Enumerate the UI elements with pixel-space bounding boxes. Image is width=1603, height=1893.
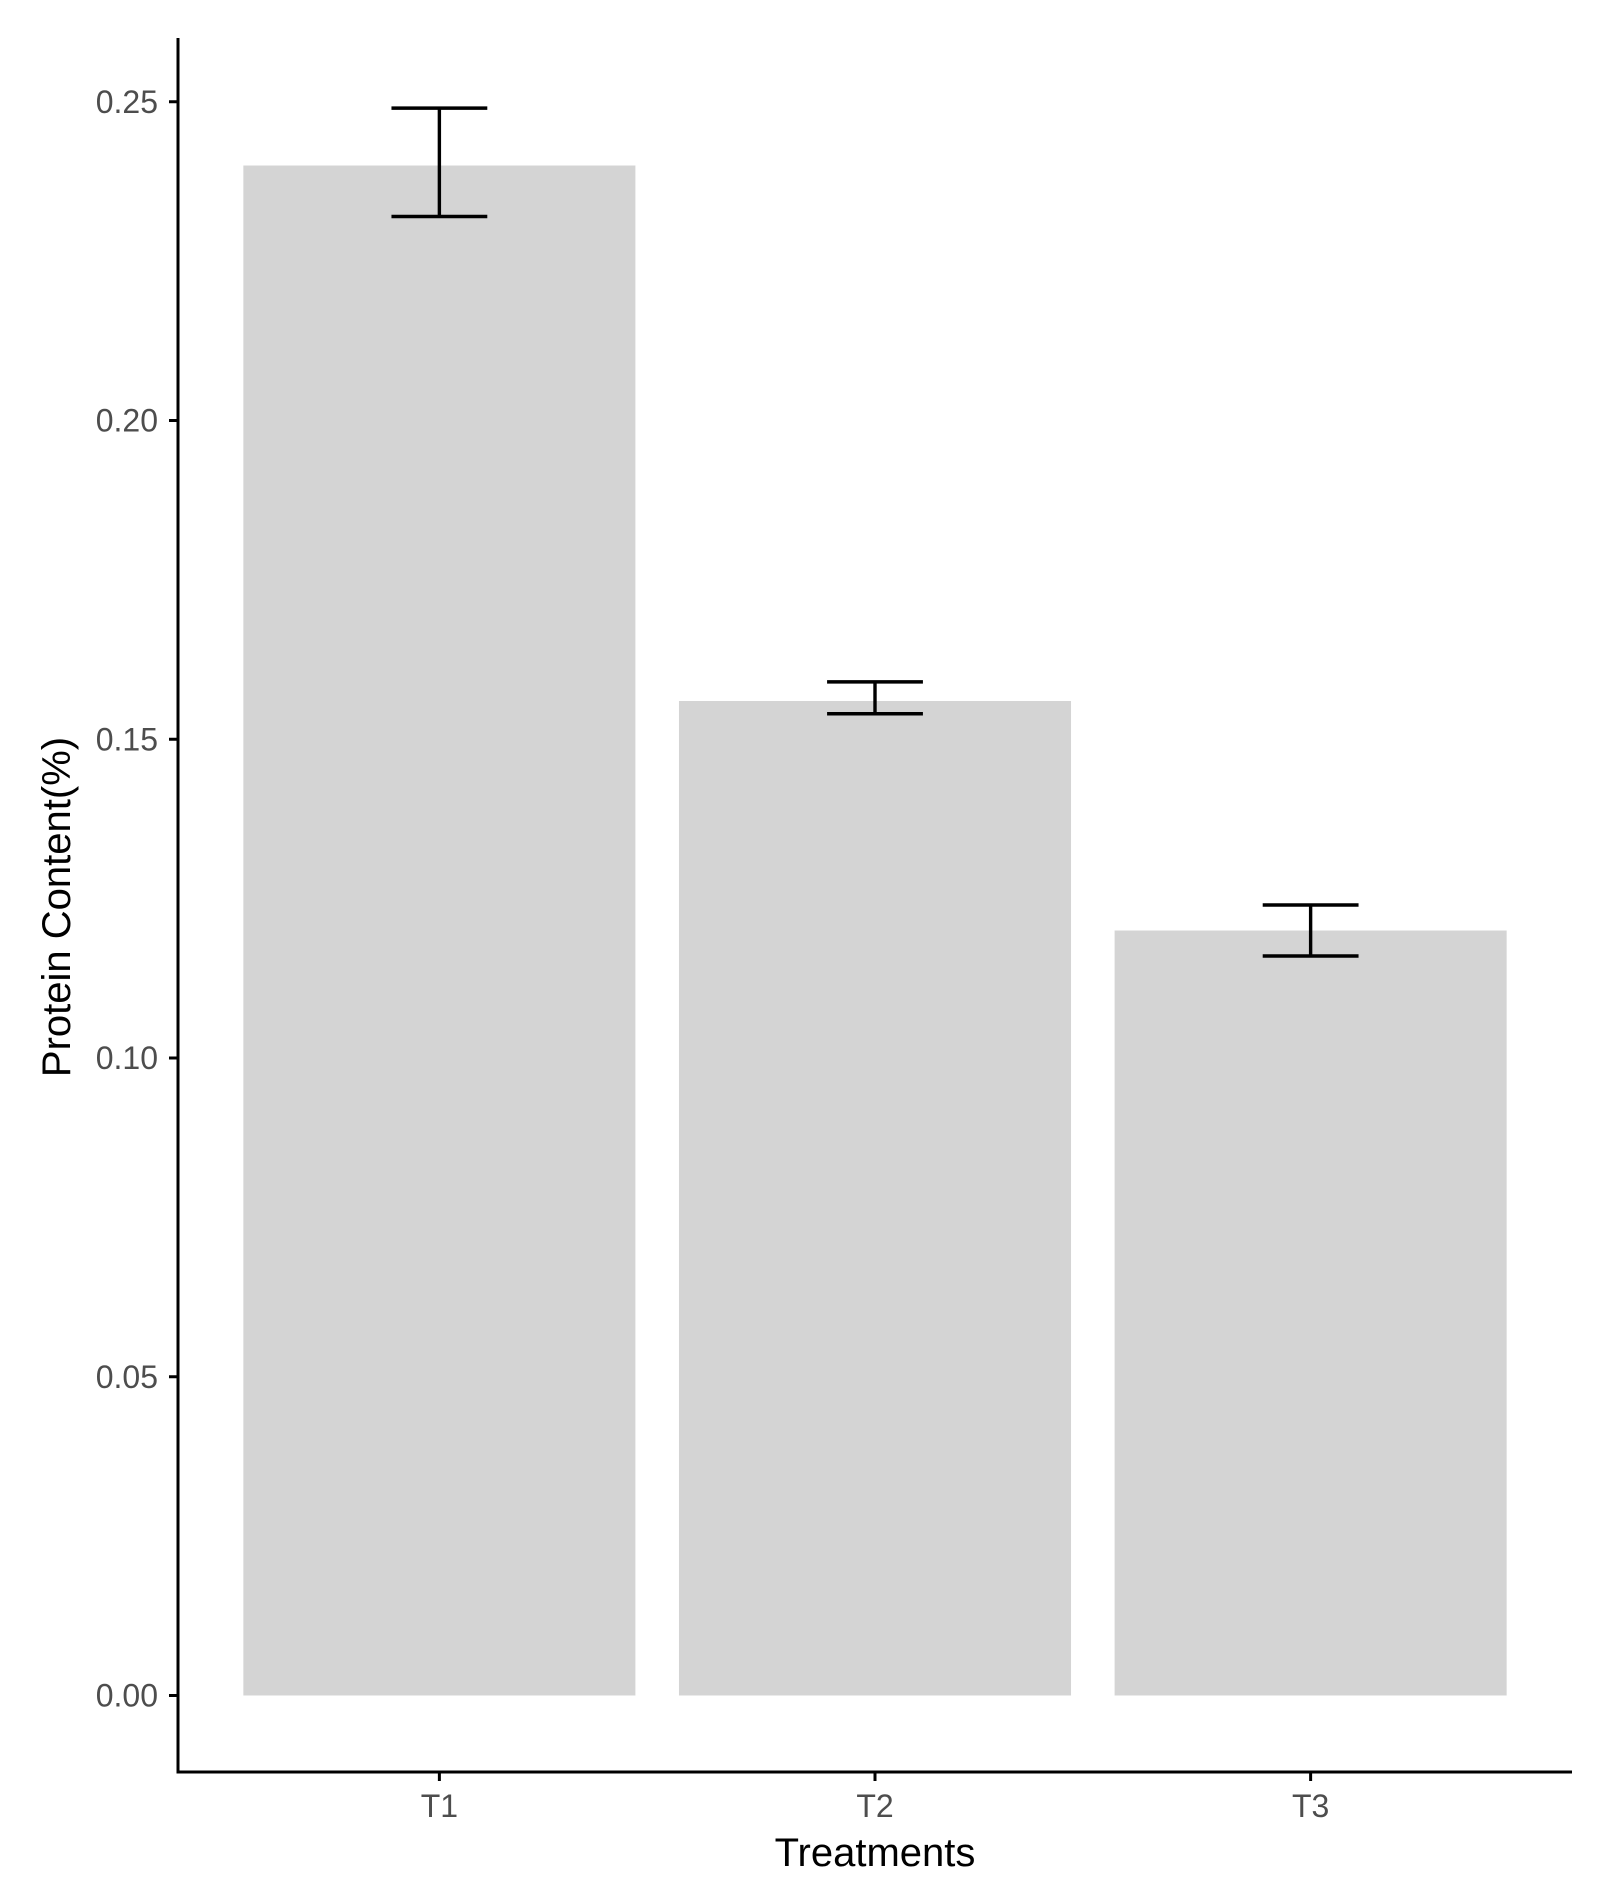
- bar-t2: [678, 701, 1072, 1696]
- y-tick-label: 0.00: [96, 1678, 158, 1714]
- x-tick-label: T1: [421, 1788, 458, 1824]
- x-tick-label: T2: [856, 1788, 893, 1824]
- errorbars-group: [391, 106, 1359, 958]
- y-tick-label: 0.10: [96, 1040, 158, 1076]
- axes-lines: [176, 38, 1572, 1774]
- bars-group: [243, 165, 1507, 1696]
- y-tick-label: 0.20: [96, 403, 158, 439]
- bar-t3: [1114, 930, 1507, 1696]
- x-tick-label: T3: [1292, 1788, 1329, 1824]
- errorbar-t1: [391, 106, 488, 219]
- y-tick-label: 0.15: [96, 721, 158, 757]
- y-tick-label: 0.05: [96, 1359, 158, 1395]
- y-axis-ticks: 0.00 0.05 0.10 0.15 0.20 0.25: [96, 84, 178, 1714]
- errorbar-t2: [827, 680, 923, 716]
- y-tick-label: 0.25: [96, 84, 158, 120]
- errorbar-t3: [1262, 903, 1359, 958]
- x-axis-title: Treatments: [775, 1831, 976, 1875]
- y-axis-title: Protein Content(%): [35, 737, 79, 1077]
- x-axis-ticks: T1 T2 T3: [421, 1772, 1329, 1824]
- bar-t1: [243, 165, 636, 1696]
